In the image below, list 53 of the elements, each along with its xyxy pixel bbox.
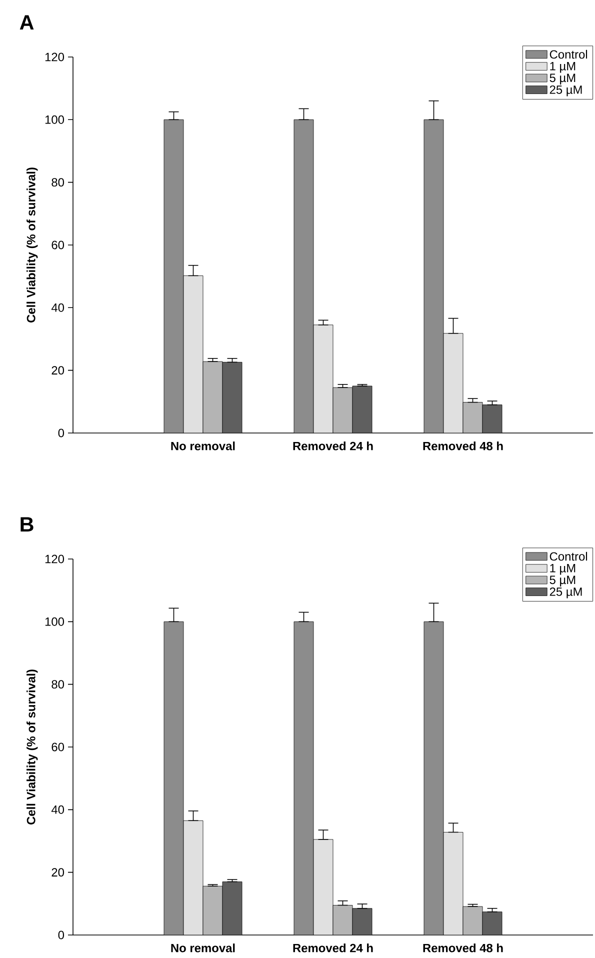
chart-title: A <box>20 15 34 30</box>
y-tick-label: 60 <box>52 742 64 752</box>
legend-label: 5 µM <box>550 576 576 586</box>
bar <box>202 361 223 433</box>
bar <box>294 621 314 935</box>
y-tick-label: 20 <box>52 366 64 375</box>
bar <box>164 621 184 935</box>
bar <box>352 908 372 935</box>
x-tick-label: Removed 48 h <box>423 944 503 952</box>
legend-label: 5 µM <box>550 74 576 84</box>
bar <box>332 387 353 433</box>
bar <box>482 912 502 935</box>
bar <box>294 119 314 433</box>
bar <box>482 404 502 433</box>
bar <box>222 362 242 433</box>
y-tick-label: 40 <box>51 303 64 312</box>
legend-label: 1 µM <box>550 564 576 575</box>
chart-title: B <box>20 517 34 532</box>
y-axis-title: Cell Viability (% of survival) <box>26 670 38 824</box>
x-tick-label: Removed 24 h <box>293 944 373 952</box>
y-tick-label: 100 <box>45 617 64 626</box>
x-tick-label: No removal <box>171 442 235 450</box>
bar <box>164 119 184 433</box>
legend-label: 25 µM <box>550 587 582 598</box>
y-tick-label: 100 <box>45 115 64 124</box>
bar <box>202 886 223 935</box>
bar <box>462 402 483 433</box>
bar <box>222 882 242 935</box>
y-tick-label: 0 <box>58 930 64 940</box>
y-tick-label: 60 <box>52 240 64 250</box>
y-tick-label: 80 <box>52 680 64 689</box>
x-tick-label: Removed 24 h <box>293 442 373 450</box>
y-tick-label: 40 <box>51 805 64 814</box>
y-axis-title: Cell Viability (% of survival) <box>26 168 38 322</box>
bar <box>352 386 372 433</box>
bar <box>424 621 444 935</box>
bar <box>313 839 334 935</box>
legend-label: Control <box>550 50 588 59</box>
y-tick-label: 20 <box>52 868 64 877</box>
legend-label: Control <box>550 552 588 561</box>
legend-label: 1 µM <box>550 62 576 73</box>
y-tick-label: 120 <box>45 554 64 564</box>
legend-label: 25 µM <box>550 85 582 96</box>
y-tick-label: 0 <box>58 428 64 438</box>
bar <box>332 905 353 935</box>
bar <box>443 832 464 935</box>
x-tick-label: Removed 48 h <box>423 442 503 450</box>
bar <box>462 906 483 935</box>
bar <box>183 820 204 935</box>
y-tick-label: 80 <box>52 178 64 187</box>
bar <box>424 119 444 433</box>
x-tick-label: No removal <box>171 944 235 952</box>
y-tick-label: 120 <box>45 52 64 62</box>
